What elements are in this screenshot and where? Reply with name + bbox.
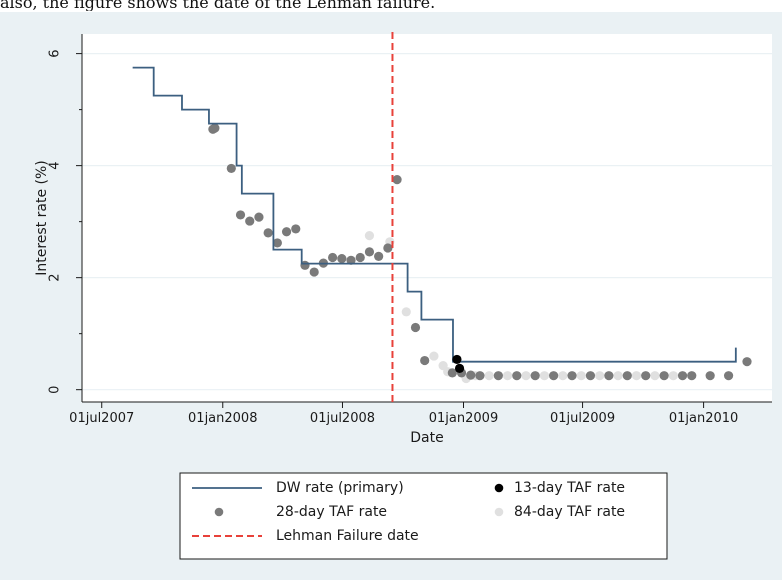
y-tick-label: 6 (48, 49, 63, 57)
28-day-taf-point (355, 252, 365, 263)
legend-28-day-taf-rate-key (214, 507, 224, 517)
y-tick-label: 2 (48, 274, 63, 282)
84-day-taf-point (668, 371, 678, 381)
y-tick-label: 4 (48, 161, 63, 169)
28-day-taf-point (493, 371, 503, 381)
84-day-taf-point (401, 307, 411, 317)
28-day-taf-point (567, 371, 577, 381)
28-day-taf-point (687, 371, 697, 381)
28-day-taf-point (392, 175, 402, 185)
28-day-taf-point (641, 371, 651, 381)
28-day-taf-point (512, 371, 522, 381)
84-day-taf-point (613, 371, 623, 381)
gridlines (82, 53, 772, 391)
28-day-taf-point (604, 371, 614, 381)
x-tick-label: 01jan2009 (429, 411, 498, 426)
84-day-taf-point (631, 371, 642, 381)
84-day-taf-point (539, 371, 550, 381)
y-tick-label: 0 (48, 386, 63, 394)
28-day-taf-point (309, 267, 319, 277)
28-day-taf-point (337, 254, 347, 264)
28-day-taf-point (346, 255, 356, 265)
figure-caption: also, the figure shows the date of the L… (0, 0, 436, 11)
84-day-taf-point (429, 351, 439, 361)
84-day-taf-point (576, 371, 586, 381)
28-day-taf-point (235, 210, 246, 220)
28-day-taf-point (530, 371, 540, 381)
28-day-taf-point (447, 368, 457, 378)
28-day-taf-point (263, 228, 273, 238)
legend-28-day-taf-rate-label: 28-day TAF rate (276, 504, 387, 520)
x-tick-label: 01jul2008 (310, 411, 375, 426)
dw-rate-step-line (132, 66, 737, 363)
28-day-taf-point (383, 243, 393, 253)
28-day-taf-point (585, 371, 596, 381)
28-day-taf-point (677, 371, 688, 381)
plot-area (82, 34, 772, 402)
axes: 0 2 4 6 01jul2007 01jan2008 01jul2008 01jan2009… (48, 34, 772, 426)
x-axis-title: Date (410, 430, 443, 446)
x-tick-label: 01jan2010 (669, 411, 738, 426)
28-day-taf-point (272, 238, 282, 248)
13-day-taf-point (452, 354, 462, 365)
legend-dw-rate-primary-label: DW rate (primary) (276, 480, 404, 496)
28-day-taf-point (466, 370, 476, 380)
chart: 0 2 4 6 01jul2007 01jan2008 01jul2008 01jan2009… (0, 12, 782, 580)
x-tick-label: 01jul2007 (69, 411, 134, 426)
28-day-taf-point (328, 252, 338, 263)
84-day-taf-point (650, 371, 660, 381)
28-day-taf-point (281, 227, 292, 237)
28-day-taf-point (723, 371, 734, 381)
legend: DW rate (primary) 13-day TAF rate 28-day T… (179, 472, 668, 560)
28-day-taf-point (410, 322, 421, 333)
28-day-taf-point (291, 224, 301, 234)
legend-13-day-taf-rate-label: 13-day TAF rate (514, 480, 625, 496)
data-marks (132, 32, 752, 402)
legend-84-day-taf-rate-label: 84-day TAF rate (514, 504, 625, 520)
28-day-taf-point (549, 371, 559, 381)
84-day-taf-point (558, 371, 568, 381)
28-day-taf-point (659, 371, 669, 381)
legend-13-day-taf-rate-key (494, 483, 504, 493)
28-day-taf-point (210, 123, 220, 133)
13-day-taf-point (454, 363, 465, 373)
84-day-taf-point (595, 371, 605, 381)
28-day-taf-point (622, 371, 632, 381)
28-day-taf-point (364, 247, 375, 257)
legend-lehman-failure-date-label: Lehman Failure date (276, 528, 419, 544)
84-day-taf-point (364, 231, 375, 241)
84-day-taf-point (484, 371, 494, 381)
28-day-taf-point (475, 371, 485, 381)
28-day-taf-point (226, 163, 236, 174)
x-tick-label: 01jan2008 (188, 411, 257, 426)
84-day-taf-point (521, 371, 531, 381)
28-day-taf-point (420, 355, 430, 366)
28-day-taf-point (245, 216, 255, 226)
x-tick-label: 01jul2009 (550, 411, 615, 426)
28-day-taf-point (742, 357, 752, 367)
28-day-taf-point (705, 371, 715, 381)
28-day-taf-point (374, 251, 384, 261)
84-day-taf-point (502, 371, 513, 381)
y-axis-title: Interest rate (%) (34, 160, 50, 276)
28-day-taf-point (254, 212, 264, 222)
legend-84-day-taf-rate-key (494, 507, 504, 517)
